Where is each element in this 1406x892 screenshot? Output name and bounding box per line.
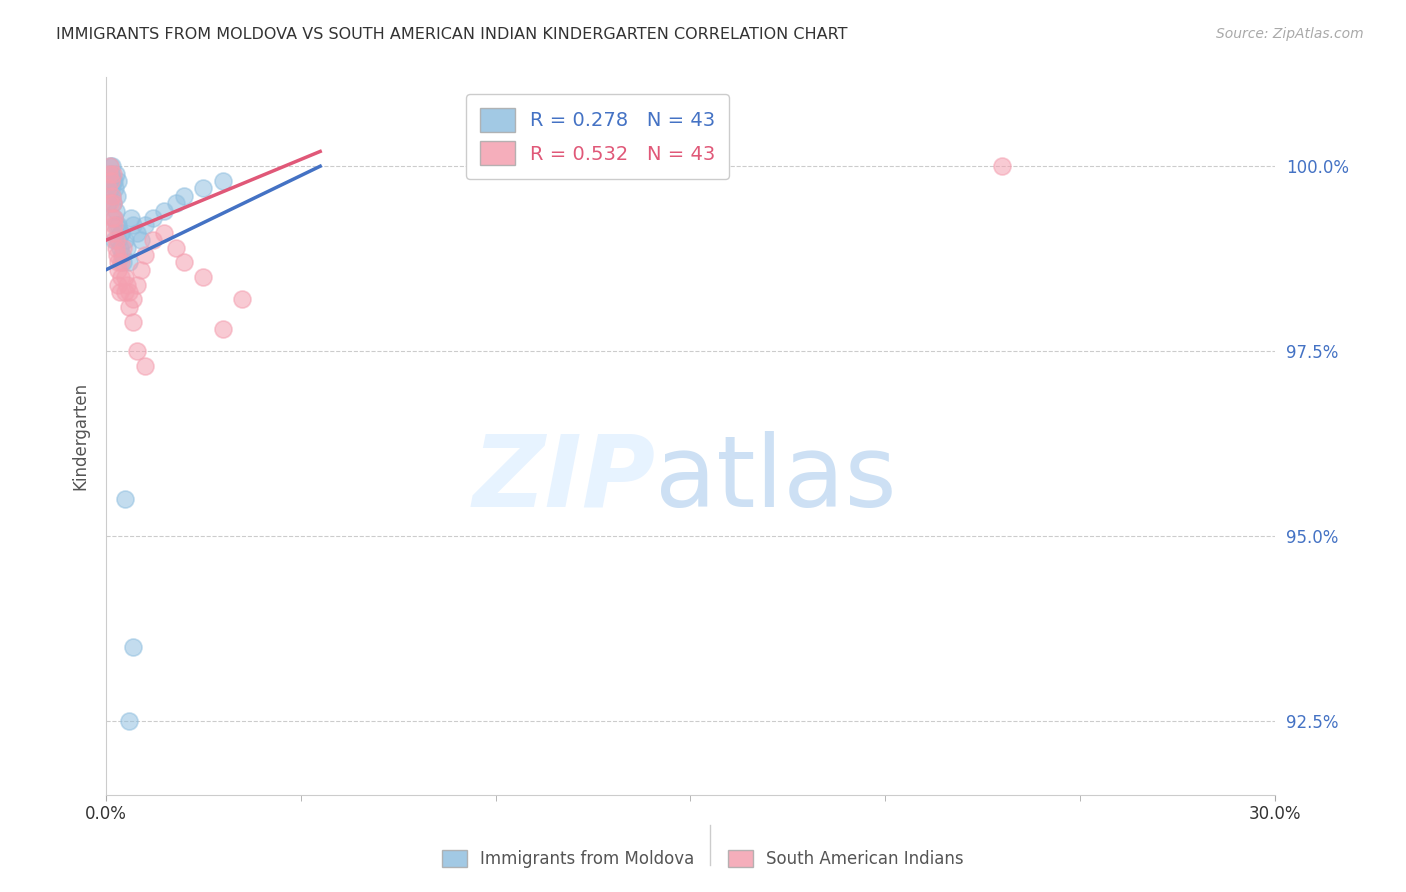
Text: Source: ZipAtlas.com: Source: ZipAtlas.com xyxy=(1216,27,1364,41)
Point xyxy=(114,270,136,285)
Point xyxy=(105,248,128,262)
Point xyxy=(118,300,141,314)
Point xyxy=(211,174,233,188)
Point xyxy=(112,241,135,255)
Point xyxy=(142,233,165,247)
Point xyxy=(110,270,132,285)
Point xyxy=(193,181,215,195)
Point xyxy=(98,167,121,181)
Point xyxy=(122,293,145,307)
Point xyxy=(173,255,195,269)
Point xyxy=(108,285,131,299)
Point xyxy=(103,211,125,225)
Point xyxy=(101,196,124,211)
Point xyxy=(114,492,136,507)
Point xyxy=(110,226,132,240)
Point xyxy=(110,226,132,240)
Point xyxy=(173,189,195,203)
Point xyxy=(122,219,145,233)
Point xyxy=(114,285,136,299)
Point xyxy=(98,196,121,211)
Point xyxy=(100,189,122,203)
Point xyxy=(98,174,121,188)
Point xyxy=(104,233,127,247)
Point xyxy=(103,219,125,233)
Point xyxy=(125,344,148,359)
Point xyxy=(153,203,176,218)
Point xyxy=(107,219,129,233)
Point xyxy=(125,226,148,240)
Point xyxy=(104,181,127,195)
Point xyxy=(98,167,121,181)
Point xyxy=(105,219,128,233)
Point xyxy=(103,211,125,225)
Y-axis label: Kindergarten: Kindergarten xyxy=(72,382,89,491)
Point xyxy=(107,262,129,277)
Point xyxy=(111,248,134,262)
Point xyxy=(129,233,152,247)
Point xyxy=(104,203,127,218)
Point xyxy=(991,159,1014,173)
Point xyxy=(134,248,156,262)
Point xyxy=(103,226,125,240)
Point xyxy=(107,255,129,269)
Point xyxy=(101,167,124,181)
Point xyxy=(97,181,120,195)
Point xyxy=(117,277,139,292)
Point xyxy=(165,241,187,255)
Point xyxy=(100,159,122,173)
Point xyxy=(117,241,139,255)
Point xyxy=(134,219,156,233)
Point xyxy=(114,233,136,247)
Point xyxy=(562,159,585,173)
Point xyxy=(100,189,122,203)
Point xyxy=(118,255,141,269)
Point xyxy=(103,174,125,188)
Point xyxy=(100,167,122,181)
Point xyxy=(104,167,127,181)
Point xyxy=(98,159,121,173)
Point xyxy=(100,174,122,188)
Point xyxy=(142,211,165,225)
Point xyxy=(104,241,127,255)
Point xyxy=(129,262,152,277)
Point xyxy=(101,196,124,211)
Point xyxy=(118,285,141,299)
Point xyxy=(134,359,156,373)
Point xyxy=(120,211,142,225)
Point xyxy=(165,196,187,211)
Text: ZIP: ZIP xyxy=(472,431,655,528)
Point xyxy=(107,233,129,247)
Point xyxy=(100,211,122,225)
Point xyxy=(211,322,233,336)
Point xyxy=(122,640,145,654)
Point xyxy=(110,255,132,269)
Point xyxy=(193,270,215,285)
Point xyxy=(101,174,124,188)
Point xyxy=(107,174,129,188)
Point xyxy=(97,196,120,211)
Point xyxy=(100,181,122,195)
Legend: Immigrants from Moldova, South American Indians: Immigrants from Moldova, South American … xyxy=(436,843,970,875)
Text: atlas: atlas xyxy=(655,431,897,528)
Point xyxy=(125,277,148,292)
Point xyxy=(107,277,129,292)
Point xyxy=(153,226,176,240)
Point xyxy=(122,315,145,329)
Text: IMMIGRANTS FROM MOLDOVA VS SOUTH AMERICAN INDIAN KINDERGARTEN CORRELATION CHART: IMMIGRANTS FROM MOLDOVA VS SOUTH AMERICA… xyxy=(56,27,848,42)
Point xyxy=(103,233,125,247)
Point xyxy=(105,189,128,203)
Point xyxy=(112,255,135,269)
Point xyxy=(118,714,141,728)
Point xyxy=(98,159,121,173)
Point xyxy=(231,293,253,307)
Legend: R = 0.278   N = 43, R = 0.532   N = 43: R = 0.278 N = 43, R = 0.532 N = 43 xyxy=(467,95,730,178)
Point xyxy=(108,241,131,255)
